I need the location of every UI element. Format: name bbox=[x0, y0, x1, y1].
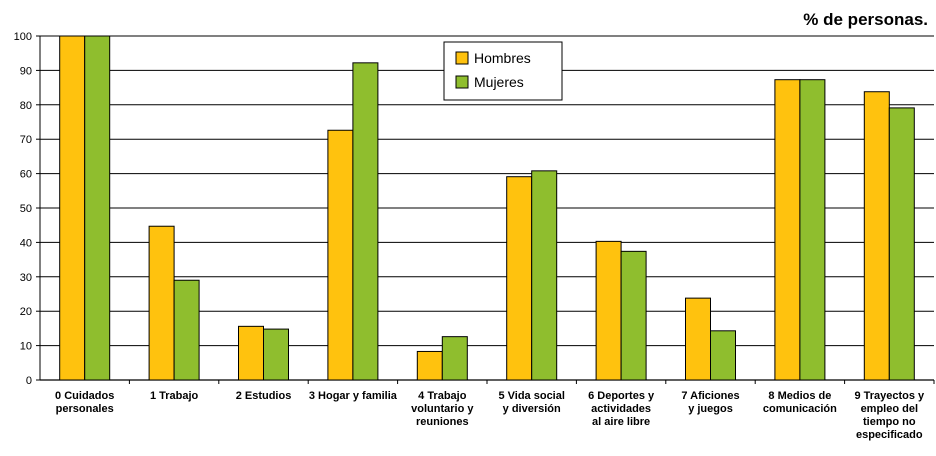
bar-mujeres bbox=[531, 170, 558, 381]
x-tick-label-line: 2 Estudios bbox=[236, 390, 292, 402]
x-tick-label-line: 6 Deportes y bbox=[588, 390, 655, 402]
legend-label: Hombres bbox=[474, 50, 531, 66]
x-tick-label-line: 4 Trabajo bbox=[418, 390, 467, 402]
x-tick-label-line: y juegos bbox=[688, 403, 733, 415]
x-tick-label-line: 9 Trayectos y bbox=[854, 390, 925, 402]
x-tick-label-line: reuniones bbox=[416, 416, 469, 428]
bar-hombres bbox=[863, 91, 890, 381]
x-tick-label: 4 Trabajo voluntario y reuniones bbox=[411, 390, 474, 428]
y-tick-label: 30 bbox=[20, 272, 32, 284]
y-tick-label: 20 bbox=[20, 306, 32, 318]
bar-hombres bbox=[774, 79, 801, 381]
y-tick-label: 10 bbox=[20, 341, 32, 353]
x-tick-label-line: tiempo no bbox=[863, 416, 916, 428]
x-tick-label-line: especificado bbox=[856, 429, 923, 441]
x-tick-label-line: personales bbox=[56, 403, 114, 415]
bar-hombres bbox=[685, 297, 711, 381]
legend-swatch bbox=[455, 51, 469, 65]
y-tick-label: 100 bbox=[14, 31, 32, 43]
x-tick-label-line: 3 Hogar y familia bbox=[309, 390, 398, 402]
x-tick-label: 7 Aficiones y juegos bbox=[681, 390, 739, 415]
x-tick-label-line: 5 Vida social bbox=[498, 390, 564, 402]
bar-hombres bbox=[238, 325, 264, 381]
bar-mujeres bbox=[352, 62, 379, 381]
x-tick-label-line: 7 Aficiones bbox=[681, 390, 739, 402]
x-tick-label-line: y diversión bbox=[503, 403, 561, 415]
bar-hombres bbox=[148, 225, 175, 381]
x-tick-label: 8 Medios de comunicación bbox=[763, 390, 837, 415]
legend-label: Mujeres bbox=[474, 74, 524, 90]
x-tick-label: 9 Trayectos y empleo del tiempo no especifi… bbox=[854, 390, 925, 441]
bar-mujeres bbox=[710, 330, 736, 381]
y-tick-label: 70 bbox=[20, 134, 32, 146]
x-tick-label-line: 0 Cuidados bbox=[55, 390, 114, 402]
y-tick-label: 90 bbox=[20, 65, 32, 77]
bar-mujeres bbox=[620, 250, 647, 381]
x-tick-label-line: 1 Trabajo bbox=[150, 390, 199, 402]
x-tick-label: 1 Trabajo bbox=[150, 390, 199, 402]
bar-mujeres bbox=[84, 35, 111, 381]
bar-mujeres bbox=[441, 336, 468, 381]
y-tick-label: 60 bbox=[20, 169, 32, 181]
x-tick-label-line: al aire libre bbox=[592, 416, 650, 428]
x-tick-label: 6 Deportes y actividades al aire libre bbox=[588, 390, 655, 428]
x-tick-label-line: voluntario y bbox=[411, 403, 474, 415]
x-tick-label-line: empleo del bbox=[861, 403, 918, 415]
x-tick-label-line: comunicación bbox=[763, 403, 837, 415]
bar-hombres bbox=[327, 129, 354, 381]
y-tick-label: 50 bbox=[20, 203, 32, 215]
x-tick-label: 3 Hogar y familia bbox=[309, 390, 398, 402]
bar-mujeres bbox=[888, 107, 915, 381]
bar-mujeres bbox=[799, 79, 826, 381]
bar-hombres bbox=[416, 350, 443, 381]
x-tick-label: 0 Cuidados personales bbox=[55, 390, 114, 415]
x-tick-label: 5 Vida social y diversión bbox=[498, 390, 564, 415]
bar-hombres bbox=[595, 240, 622, 381]
bar-hombres bbox=[506, 176, 533, 381]
x-tick-label-line: actividades bbox=[591, 403, 651, 415]
legend-swatch bbox=[455, 75, 469, 89]
x-tick-label-line: 8 Medios de bbox=[768, 390, 831, 402]
y-tick-label: 40 bbox=[20, 237, 32, 249]
bar-hombres bbox=[59, 35, 86, 381]
x-tick-label: 2 Estudios bbox=[236, 390, 292, 402]
y-tick-label: 80 bbox=[20, 100, 32, 112]
y-tick-label: 0 bbox=[26, 375, 32, 387]
chart-title: % de personas. bbox=[803, 10, 928, 29]
bar-mujeres bbox=[263, 328, 289, 381]
bar-mujeres bbox=[173, 279, 200, 381]
